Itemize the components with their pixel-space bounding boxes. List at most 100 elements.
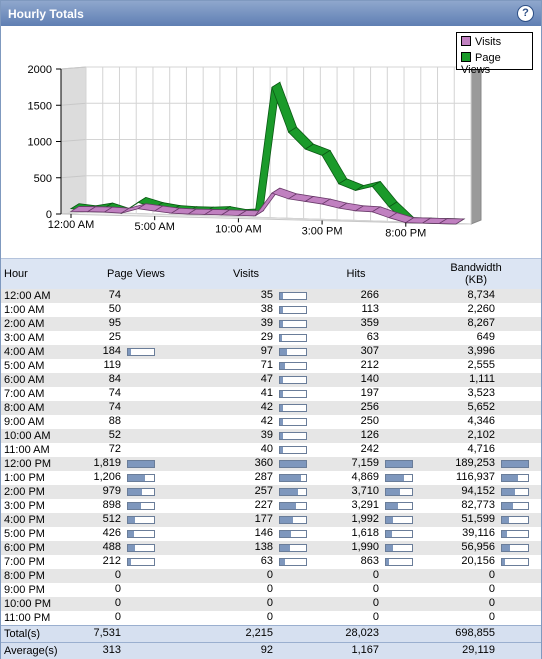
cell-h: 1,990: [301, 541, 413, 555]
cell-bar: [127, 474, 155, 482]
cell-bw: 2,102: [411, 429, 541, 443]
cell-box: 82,773: [411, 499, 529, 513]
averages-row-v: 92: [191, 642, 301, 659]
cell-bar: [279, 334, 307, 342]
averages-row-pv: 313: [81, 642, 191, 659]
cell-h: 7,159: [301, 457, 413, 471]
cell-value: 74: [108, 387, 121, 399]
cell-bar: [385, 558, 413, 566]
cell-bar-fill: [502, 531, 508, 537]
panel-title: Hourly Totals: [8, 7, 84, 21]
cell-bar-fill: [280, 531, 291, 537]
cell-bar: [385, 530, 413, 538]
cell-box: 35: [191, 289, 307, 303]
cell-value: 250: [360, 415, 379, 427]
averages-row-label: Average(s): [1, 642, 81, 659]
table-row: 1:00 PM 1,206 287 4,869 116,937: [1, 471, 541, 485]
cell-value: 0: [488, 611, 495, 623]
cell-h: 4,869: [301, 471, 413, 485]
cell-bar-fill: [502, 517, 510, 523]
cell-box: 3,996: [411, 345, 495, 359]
cell-bw: 94,152: [411, 485, 541, 499]
help-icon[interactable]: ?: [517, 5, 534, 22]
cell-box: 1,206: [81, 471, 155, 485]
cell-pv: 0: [81, 597, 191, 611]
cell-box: 119: [81, 359, 121, 373]
cell-bar-fill: [386, 489, 400, 495]
table-row: 7:00 AM 74 41 197 3,523: [1, 387, 541, 401]
chart-right-wall: [470, 66, 482, 225]
table-row: 9:00 PM 0 0 0 0: [1, 583, 541, 597]
table-row: 12:00 AM 74 35 266 8,734: [1, 289, 541, 303]
cell-value: 0: [372, 569, 379, 581]
totals-row-h: 28,023: [301, 625, 411, 643]
cell-v: 42: [191, 415, 307, 429]
cell-value: 1,167: [351, 644, 379, 656]
cell-bw: 56,956: [411, 541, 541, 555]
cell-v: 71: [191, 359, 307, 373]
cell-bar: [127, 502, 155, 510]
cell-hour: 11:00 AM: [1, 443, 81, 457]
cell-hour: 6:00 AM: [1, 373, 81, 387]
cell-box: 0: [301, 569, 379, 583]
col-header-bandwidth[interactable]: Bandwidth (KB): [411, 258, 541, 289]
cell-bar-fill: [280, 447, 283, 453]
cell-value: 5,652: [467, 401, 495, 413]
cell-bw: 649: [411, 331, 541, 345]
cell-box: 52: [81, 429, 121, 443]
col-header-visits[interactable]: Visits: [191, 258, 301, 289]
cell-h: 126: [301, 429, 411, 443]
cell-bar: [279, 320, 307, 328]
visits-swatch: [461, 36, 471, 46]
cell-v: 0: [191, 583, 301, 597]
cell-bar: [279, 348, 307, 356]
cell-h: 242: [301, 443, 411, 457]
cell-v: 42: [191, 401, 307, 415]
col-header-page-views[interactable]: Page Views: [81, 258, 191, 289]
cell-bw: 51,599: [411, 513, 541, 527]
cell-bar-fill: [280, 377, 284, 383]
cell-bar: [385, 502, 413, 510]
cell-bw: 5,652: [411, 401, 541, 415]
col-header-hour[interactable]: Hour: [1, 258, 81, 289]
cell-v: 38: [191, 303, 307, 317]
cell-value: 4,716: [467, 443, 495, 455]
cell-v: 29: [191, 331, 307, 345]
cell-v: 177: [191, 513, 307, 527]
cell-h: 3,291: [301, 499, 413, 513]
cell-bar-fill: [280, 475, 301, 481]
cell-box: 39: [191, 429, 307, 443]
cell-value: 92: [260, 644, 273, 656]
cell-bar: [279, 292, 307, 300]
cell-hour: 2:00 AM: [1, 317, 81, 331]
cell-box: 126: [301, 429, 379, 443]
cell-bar-fill: [386, 461, 412, 467]
cell-h: 250: [301, 415, 411, 429]
cell-bar: [127, 530, 155, 538]
cell-bw: 82,773: [411, 499, 541, 513]
cell-pv: 72: [81, 443, 191, 457]
col-header-hits[interactable]: Hits: [301, 258, 411, 289]
cell-bar: [279, 488, 307, 496]
cell-value: 3,291: [351, 499, 379, 511]
cell-hour: 4:00 AM: [1, 345, 81, 359]
cell-box: 0: [191, 611, 273, 625]
cell-box: 146: [191, 527, 307, 541]
cell-bw: 0: [411, 583, 541, 597]
cell-box: 3,523: [411, 387, 495, 401]
cell-bar: [279, 446, 307, 454]
cell-hour: 11:00 PM: [1, 611, 81, 626]
cell-bar: [279, 530, 307, 538]
cell-box: 92: [191, 644, 273, 658]
cell-box: 698,855: [411, 627, 495, 641]
cell-box: 250: [301, 415, 379, 429]
cell-bar-fill: [128, 461, 154, 467]
cell-bw: 116,937: [411, 471, 541, 485]
cell-v: 97: [191, 345, 307, 359]
cell-value: 84: [108, 373, 121, 385]
panel-header: Hourly Totals ?: [1, 1, 541, 26]
cell-bar-fill: [386, 503, 398, 509]
cell-pv: 52: [81, 429, 191, 443]
cell-value: 0: [266, 583, 273, 595]
cell-value: 1,819: [93, 457, 121, 469]
